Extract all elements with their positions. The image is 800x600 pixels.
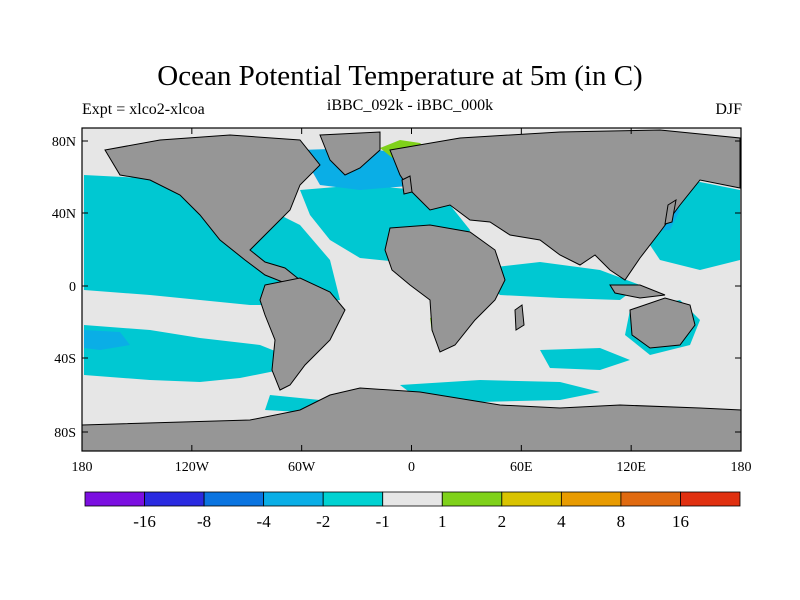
anomaly-cool-patches [84, 175, 740, 412]
run-difference-label: iBBC_092k - iBBC_000k [326, 97, 494, 114]
colorbar-label: -8 [197, 512, 211, 531]
land-eurasia [389, 129, 741, 281]
colorbar-swatch [84, 491, 145, 507]
latitude-axis: 80N 40N 0 40S 80S [52, 135, 741, 441]
land-north-america [104, 134, 321, 286]
colorbar-label: 16 [672, 512, 689, 531]
colorbar-swatch [263, 491, 324, 507]
longitude-axis: 180 120W 60W 0 60E 120E 180 [72, 128, 752, 475]
colorbar-swatch [680, 491, 741, 507]
colorbar-label: 8 [617, 512, 626, 531]
land-madagascar [514, 304, 525, 331]
colorbar-label: 4 [557, 512, 566, 531]
lat-tick-label: 80N [52, 135, 76, 150]
colorbar-label: -4 [257, 512, 272, 531]
colorbar-swatch [322, 491, 384, 507]
land-masses [81, 129, 742, 452]
lon-tick-label: 60E [510, 460, 533, 475]
colorbar-label: 2 [498, 512, 507, 531]
lat-tick-label: 80S [54, 426, 76, 441]
colorbar-swatch [203, 491, 265, 507]
land-south-america [259, 277, 346, 391]
lon-tick-label: 0 [408, 460, 415, 475]
land-greenland [319, 131, 381, 176]
colorbar-label: -2 [316, 512, 330, 531]
lat-tick-label: 40S [54, 352, 76, 367]
lat-tick-label: 40N [52, 207, 76, 222]
colorbar-swatch [441, 491, 503, 507]
colorbar-swatch [382, 491, 443, 507]
land-australia [629, 297, 696, 349]
lon-tick-label: 120E [616, 460, 646, 475]
season-label: DJF [715, 101, 742, 118]
lon-tick-label: 180 [72, 460, 93, 475]
land-japan [664, 198, 677, 225]
colorbar-label: -1 [376, 512, 390, 531]
lat-tick-label: 0 [69, 280, 76, 295]
land-british-isles [401, 175, 413, 195]
colorbar-swatch [144, 491, 205, 507]
lon-tick-label: 60W [288, 460, 316, 475]
land-indonesia [609, 284, 666, 299]
colorbar-swatch [560, 491, 622, 507]
lon-tick-label: 120W [175, 460, 210, 475]
colorbar-label: -16 [133, 512, 156, 531]
colorbar-swatch [501, 491, 562, 507]
map-title: Ocean Potential Temperature at 5m (in C) [157, 60, 643, 92]
colorbar: -16 -8 -4 -2 -1 1 2 4 8 16 [84, 491, 741, 531]
lon-tick-label: 180 [731, 460, 752, 475]
colorbar-label: 1 [438, 512, 447, 531]
land-africa [384, 224, 506, 353]
colorbar-swatch [620, 491, 681, 507]
experiment-label: Expt = xlco2-xlcoa [82, 101, 205, 118]
